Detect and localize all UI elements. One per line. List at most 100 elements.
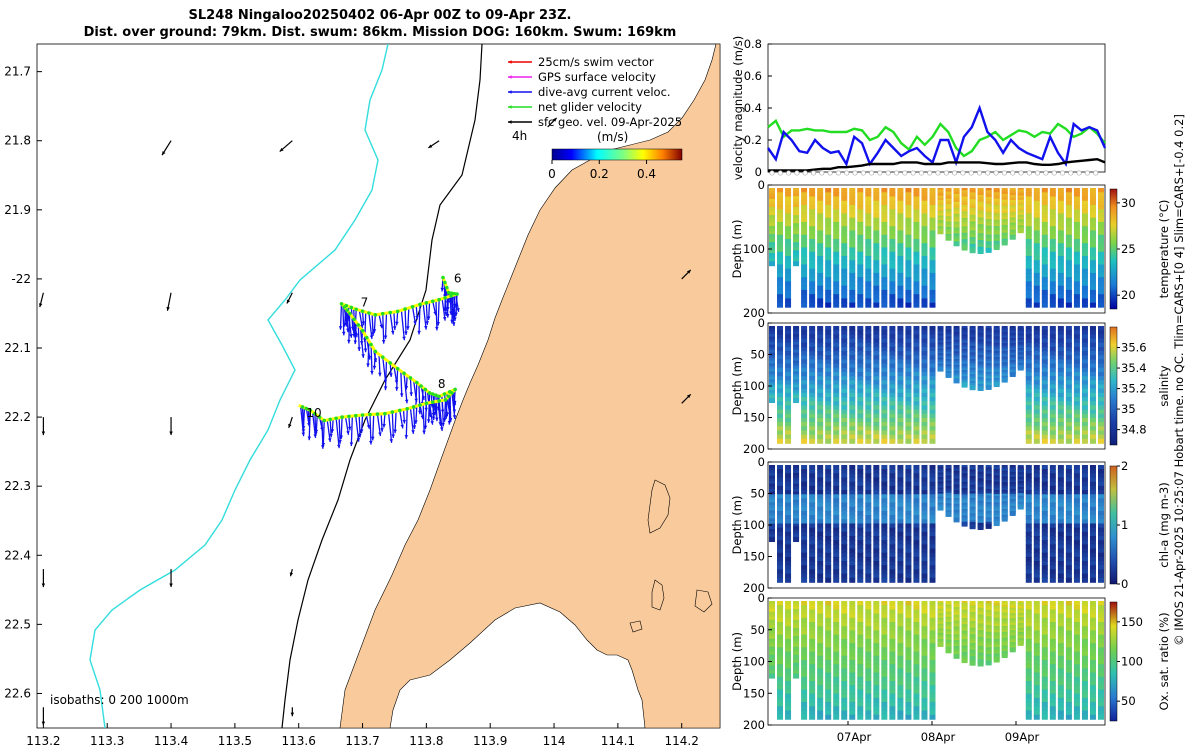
section-cell xyxy=(769,521,775,526)
section-cell xyxy=(793,198,800,204)
section-cell xyxy=(793,217,800,223)
section-cell xyxy=(817,405,824,411)
section-cell xyxy=(929,371,936,377)
section-cell xyxy=(889,473,896,479)
section-cell xyxy=(777,260,784,266)
section-cell xyxy=(873,702,880,708)
section-cell xyxy=(873,477,880,483)
section-cell xyxy=(905,605,912,611)
section-cell xyxy=(913,485,920,491)
section-cell xyxy=(897,544,904,550)
section-cell xyxy=(1049,527,1056,533)
section-cell xyxy=(873,490,880,496)
section-cell xyxy=(793,204,800,210)
section-cell xyxy=(857,601,864,606)
current-arrow-head xyxy=(404,385,409,390)
surface-marker xyxy=(952,170,958,176)
section-cell xyxy=(1033,477,1040,483)
section-cell xyxy=(801,664,808,670)
section-cell xyxy=(897,502,904,508)
section-cell xyxy=(905,536,912,542)
section-cell xyxy=(1081,277,1088,283)
section-cell xyxy=(881,272,888,278)
section-cell xyxy=(833,264,840,270)
section-cell xyxy=(1041,196,1048,202)
section-cell xyxy=(905,243,912,249)
net-velocity-dot xyxy=(418,302,422,307)
section-cell xyxy=(825,693,832,699)
section-cell xyxy=(857,552,864,558)
section-cell xyxy=(889,638,896,644)
section-cell xyxy=(1041,260,1048,266)
section-cell xyxy=(1033,473,1040,479)
section-cell xyxy=(809,243,816,249)
section-cell xyxy=(1057,247,1064,253)
section-cell xyxy=(1065,251,1072,257)
surface-marker xyxy=(1026,170,1032,176)
section-cell xyxy=(841,651,848,657)
section-cell xyxy=(1089,268,1096,274)
section-cell xyxy=(809,342,816,348)
section-cell xyxy=(841,544,848,550)
current-arrow-head xyxy=(350,326,355,331)
section-cell xyxy=(849,338,856,344)
section-cell xyxy=(777,251,784,257)
section-cell xyxy=(1098,401,1104,407)
section-cell xyxy=(1049,285,1056,291)
section-cell xyxy=(809,363,816,369)
section-cell xyxy=(881,469,888,475)
section-cell xyxy=(889,188,896,193)
section-cell xyxy=(921,638,928,644)
section-cell xyxy=(1049,469,1056,475)
section-cell xyxy=(793,601,800,606)
section-cell xyxy=(777,192,784,198)
section-cell xyxy=(833,469,840,475)
section-cell xyxy=(769,465,775,470)
section-cell xyxy=(833,689,840,695)
section-cell xyxy=(785,326,792,331)
section-cell xyxy=(841,498,848,504)
section-cell xyxy=(905,277,912,283)
isobath-200m xyxy=(281,44,483,728)
section-cell xyxy=(897,515,904,521)
section-cell xyxy=(833,617,840,623)
section-cell xyxy=(913,226,920,232)
section-cell xyxy=(769,617,775,623)
section-cell xyxy=(1073,367,1080,373)
section-cell xyxy=(913,643,920,649)
cbar-tick-label: 0 xyxy=(1121,577,1128,591)
section-cell xyxy=(929,506,936,512)
section-cell xyxy=(913,326,920,331)
section-cell xyxy=(929,221,936,227)
section-cell xyxy=(1098,234,1104,240)
current-arrow xyxy=(400,371,403,398)
section-cell xyxy=(1065,409,1072,415)
section-cell xyxy=(817,294,824,300)
geo-arrow-head xyxy=(41,431,46,436)
net-velocity-dot xyxy=(345,308,349,313)
section-cell xyxy=(841,702,848,708)
section-cell xyxy=(913,622,920,628)
section-cell xyxy=(873,367,880,373)
section-cell xyxy=(1081,226,1088,232)
section-cell xyxy=(905,573,912,579)
section-cell xyxy=(825,544,832,550)
section-cell xyxy=(801,430,808,436)
section-cell xyxy=(1081,298,1088,304)
section-cell xyxy=(825,685,832,691)
section-cell xyxy=(897,710,904,716)
section-cell xyxy=(865,689,872,695)
section-cell xyxy=(809,192,816,198)
section-cell xyxy=(1081,417,1088,423)
surface-marker xyxy=(1076,170,1082,176)
section-cell xyxy=(865,384,872,390)
section-cell xyxy=(921,613,928,619)
section-cell xyxy=(1041,255,1048,261)
section-cell xyxy=(1041,243,1048,249)
x-tick-label: 113.9 xyxy=(473,734,507,748)
section-cell xyxy=(849,196,856,202)
section-cell xyxy=(881,577,888,583)
current-arrow-head xyxy=(378,372,382,377)
section-cell xyxy=(817,272,824,278)
section-cell xyxy=(849,226,856,232)
